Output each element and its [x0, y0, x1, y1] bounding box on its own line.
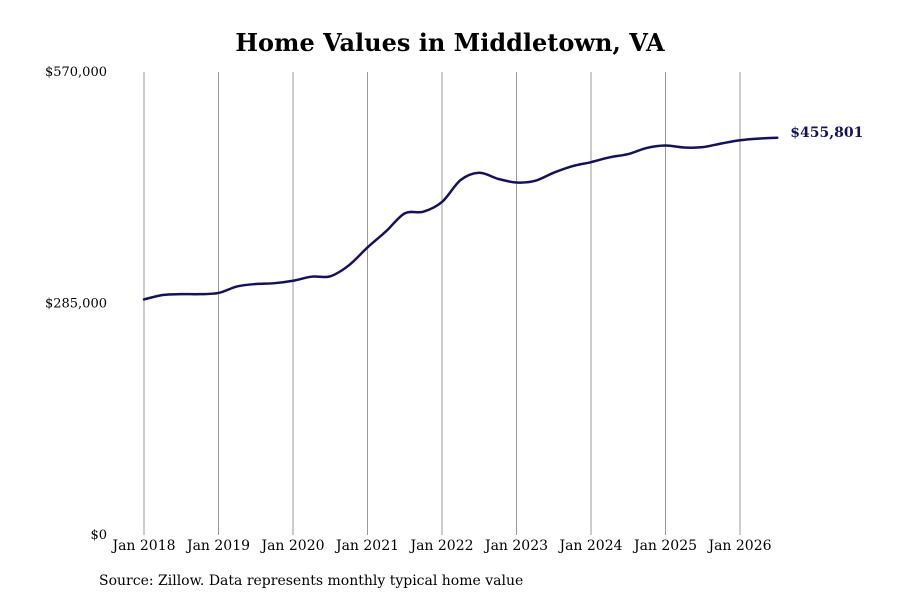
x-tick-label: Jan 2019 [185, 538, 250, 554]
label-layer: $455,801 [790, 125, 863, 141]
x-tick-label: Jan 2021 [334, 538, 399, 554]
x-tick-label: Jan 2025 [632, 538, 697, 554]
x-tick-label: Jan 2023 [483, 538, 548, 554]
x-tick-label: Jan 2022 [408, 538, 473, 554]
y-tick-label: $570,000 [45, 65, 107, 80]
series-line [142, 136, 779, 301]
gridlines [143, 72, 741, 535]
y-tick-label: $285,000 [45, 297, 107, 312]
source-note: Source: Zillow. Data represents monthly … [99, 573, 524, 589]
chart-title: Home Values in Middletown, VA [235, 28, 665, 57]
x-axis-ticks: Jan 2018 Jan 2019 Jan 2020 Jan 2021 Jan 2022… [110, 538, 771, 554]
x-tick-label: Jan 2020 [259, 538, 324, 554]
x-tick-label: Jan 2024 [557, 538, 622, 554]
series-layer [142, 136, 779, 301]
end-value-label: $455,801 [790, 125, 863, 141]
x-tick-label: Jan 2026 [706, 538, 771, 554]
y-axis-ticks: $0 $285,000 $570,000 [45, 65, 107, 543]
x-tick-label: Jan 2018 [110, 538, 175, 554]
y-tick-label: $0 [90, 528, 107, 543]
